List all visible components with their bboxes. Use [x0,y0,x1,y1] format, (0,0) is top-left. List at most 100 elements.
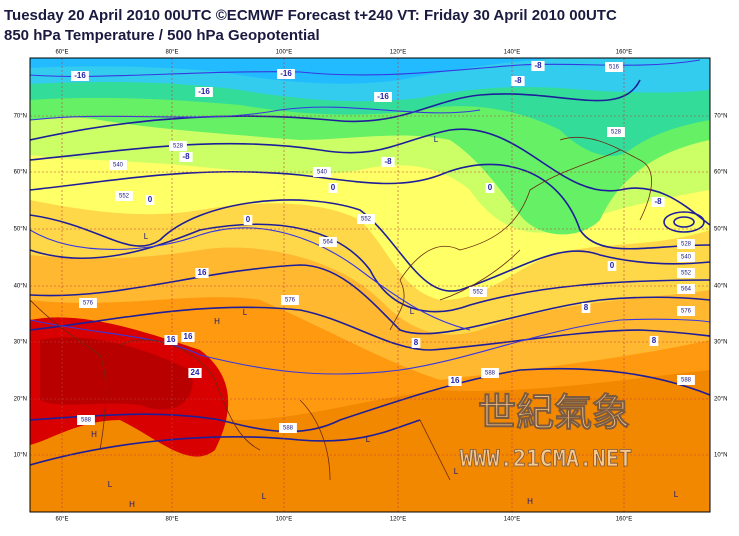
subtitle: 850 hPa Temperature / 500 hPa Geopotenti… [4,27,320,44]
temperature-label-box [581,303,591,313]
geopotential-label: 552 [681,271,692,277]
temperature-label-box [531,61,545,71]
lon-label: 60°E [55,50,68,56]
geopotential-label: 576 [285,298,296,304]
title: Tuesday 20 April 2010 00UTC ©ECMWF Forec… [4,7,617,24]
geopotential-label: 540 [113,163,124,169]
lat-label: 10°N [714,453,727,459]
geopotential-label-box [115,191,133,201]
geopotential-label: 576 [83,301,94,307]
temperature-label: -8 [534,61,542,70]
temperature-label: 8 [652,336,657,345]
temperature-label: -8 [384,157,392,166]
lat-label: 50°N [714,227,727,233]
temperature-label-box [195,87,213,97]
graticule [30,58,710,512]
pressure-centre: L [410,307,415,316]
lon-label: 120°E [390,50,406,56]
pressure-centre: L [262,492,267,501]
lon-label: 140°E [504,50,520,56]
lon-label: 100°E [276,50,292,56]
geopotential-label: 528 [173,144,184,150]
contours [30,59,710,466]
lat-label: 70°N [714,114,727,120]
lon-label: 120°E [390,517,406,523]
lat-label: 40°N [14,284,27,290]
geopotential-label-box [313,167,331,177]
temperature-label-box [607,261,617,271]
geopotential-label: 564 [681,287,692,293]
temperature-label: 24 [191,368,200,377]
lat-label: 20°N [14,397,27,403]
temperature-label-box [411,338,421,348]
lat-label: 70°N [14,114,27,120]
geopotential-label: 576 [681,309,692,315]
temperature-label-box [448,376,462,386]
pressure-centre: L [674,490,679,499]
geopotential-label-box [677,268,695,278]
temperature-label-box [374,92,392,102]
temperature-label-box [243,215,253,225]
pressure-centre: H [129,500,135,509]
geopotential-label-box [319,237,337,247]
map-fields [30,58,710,512]
lon-label: 140°E [504,517,520,523]
lon-label: 100°E [276,517,292,523]
temperature-label-box [277,69,295,79]
lon-label: 80°E [165,517,178,523]
temperature-label-box [181,332,195,342]
temperature-label-box [651,197,665,207]
temperature-label-box [195,268,209,278]
geopotential-label-box [677,239,695,249]
pressure-centre: H [214,317,220,326]
geopotential-label: 528 [681,242,692,248]
pressure-centre: H [91,430,97,439]
lat-label: 50°N [14,227,27,233]
lon-label: 160°E [616,50,632,56]
geopotential-label: 588 [283,426,294,432]
temperature-label-box [145,195,155,205]
geopotential-label-box [109,160,127,170]
temperature-label-box [71,71,89,81]
temperature-label: -16 [280,69,292,78]
lon-label: 60°E [55,517,68,523]
geopotential-label-box [677,306,695,316]
temperature-label: -16 [198,87,210,96]
geopotential-label: 588 [485,371,496,377]
map-frame [29,57,711,513]
lon-label: 80°E [165,50,178,56]
temperature-label: 16 [451,376,460,385]
temperature-label-box [485,183,495,193]
temperature-label-box [188,368,202,378]
pressure-centre: L [366,435,371,444]
geopotential-label-box [79,298,97,308]
watermark-title: 世紀氣象 [478,391,630,435]
geopotential-label: 552 [361,217,372,223]
geopotential-label-box [77,415,95,425]
temperature-label: -8 [514,76,522,85]
geopotential-label-box [279,423,297,433]
temperature-label-box [511,76,525,86]
lat-label: 40°N [714,284,727,290]
geopotential-label-box [281,295,299,305]
temperature-label-box [164,335,178,345]
geopotential-label: 516 [609,65,620,71]
geopotential-label-box [677,375,695,385]
temperature-label: -16 [377,92,389,101]
geopotential-label-box [469,287,487,297]
pressure-centre: L [108,480,113,489]
temperature-label: 0 [148,195,153,204]
geopotential-label: 540 [317,170,328,176]
lat-label: 60°N [14,170,27,176]
temperature-label: -8 [654,197,662,206]
geopotential-label-box [677,252,695,262]
geopotential-label: 588 [81,418,92,424]
watermark-url: WWW.21CMA.NET [460,447,632,472]
lat-label: 20°N [714,397,727,403]
temperature-label: -8 [182,152,190,161]
lat-label: 30°N [714,340,727,346]
temperature-label-box [381,157,395,167]
lat-label: 60°N [714,170,727,176]
geopotential-label-box [607,127,625,137]
